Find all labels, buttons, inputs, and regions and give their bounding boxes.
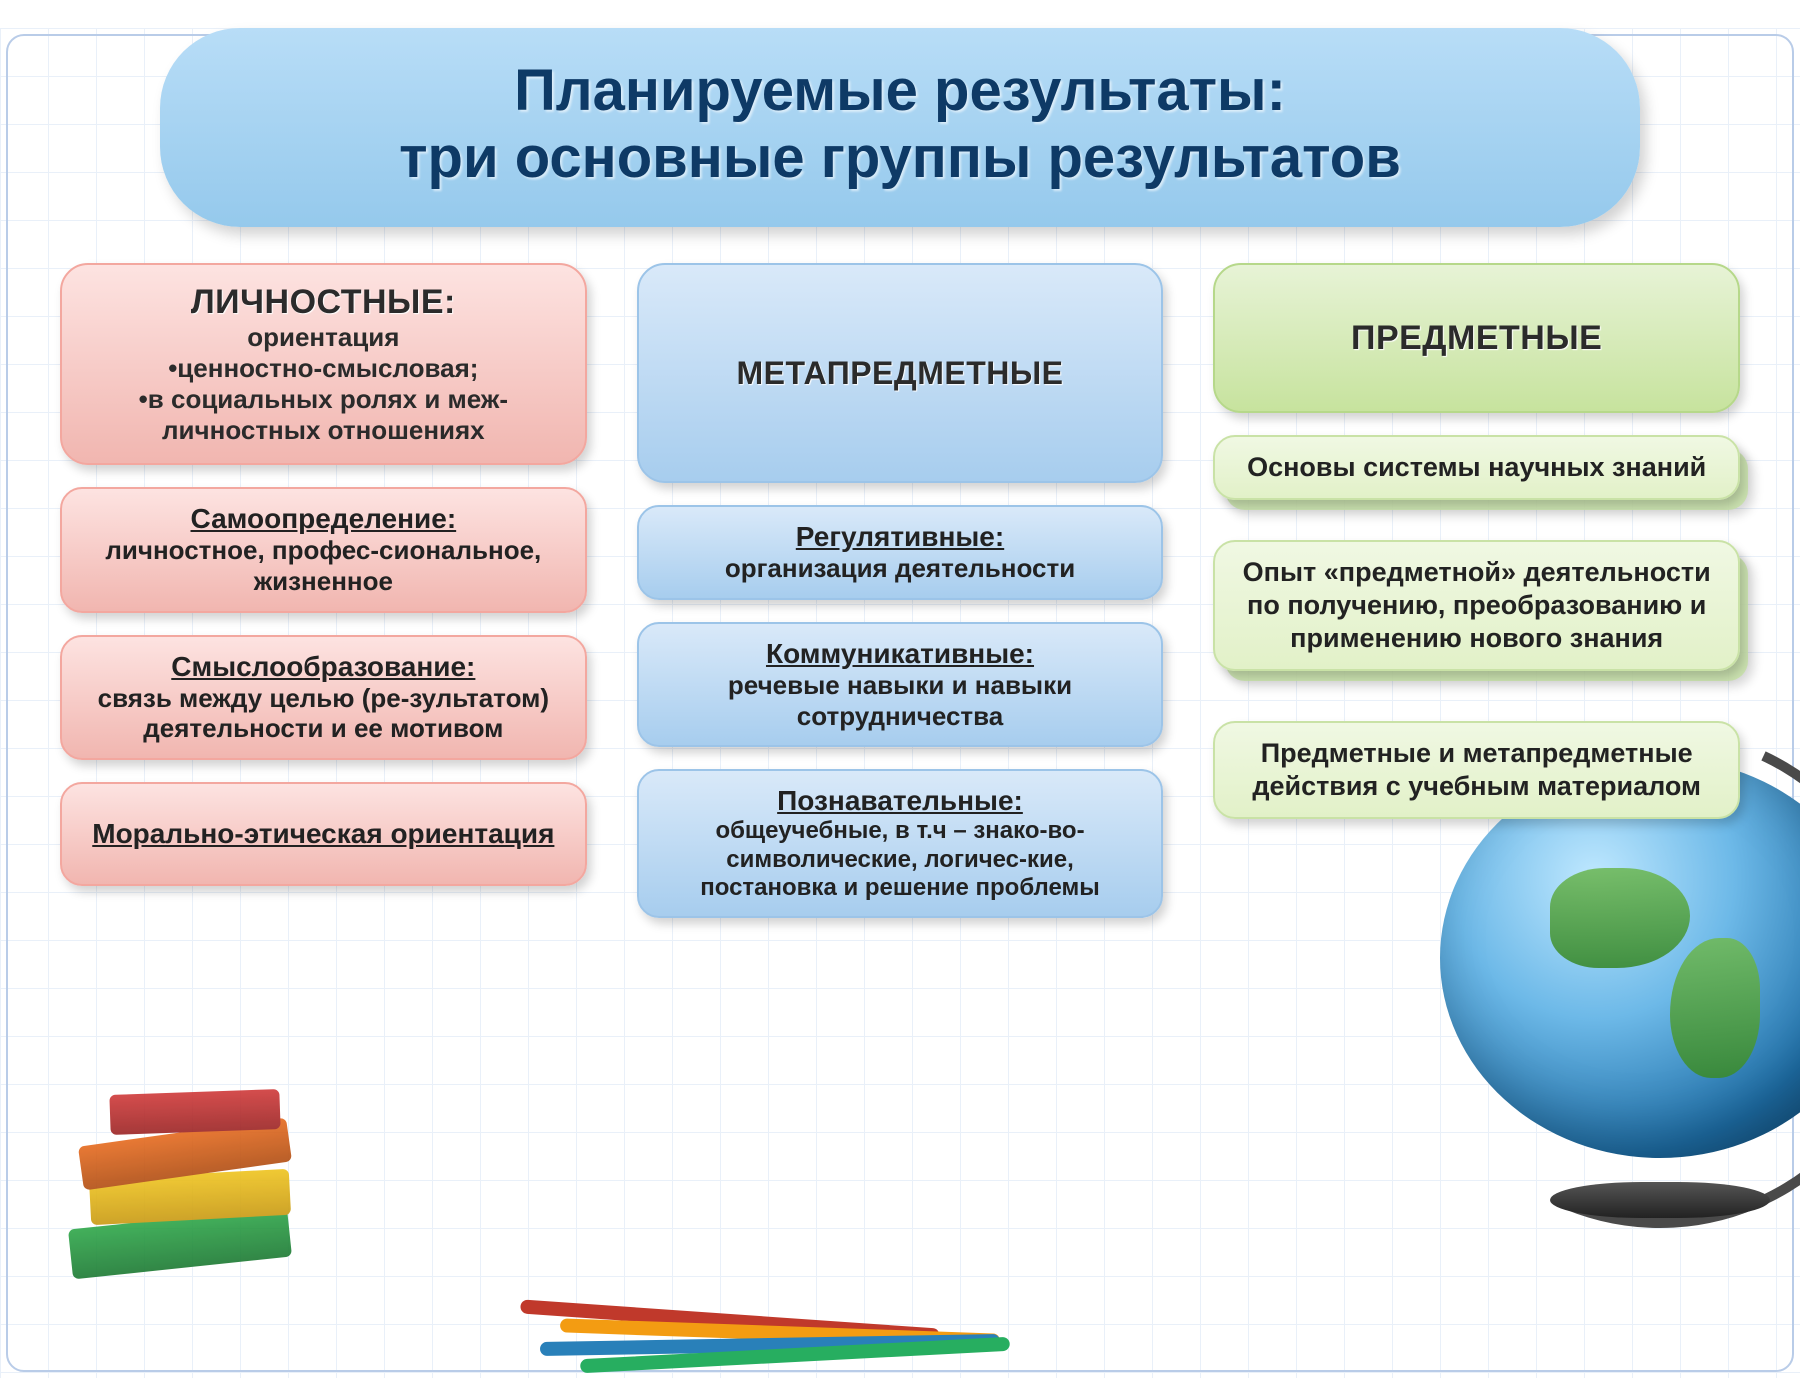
meta-header-title: МЕТАПРЕДМЕТНЫЕ (663, 355, 1138, 392)
meta-item-3-text: общеучебные, в т.ч – знако-во-символичес… (661, 817, 1140, 902)
column-subject: ПРЕДМЕТНЫЕ Основы системы научных знаний… (1213, 263, 1740, 918)
personal-item-3: Морально-этическая ориентация (60, 782, 587, 886)
meta-item-1-title: Регулятивные: (661, 521, 1140, 553)
personal-header-subtitle: ориентация (86, 322, 561, 353)
subject-item-1: Основы системы научных знаний (1213, 435, 1740, 500)
meta-item-2-text: речевые навыки и навыки сотрудничества (661, 670, 1140, 731)
subject-item-3-text: Предметные и метапредметные действия с у… (1237, 737, 1716, 803)
personal-item-1-text: личностное, профес-сиональное, жизненное (84, 535, 563, 596)
subject-item-1-text: Основы системы научных знаний (1237, 451, 1716, 484)
subject-header-title: ПРЕДМЕТНЫЕ (1239, 319, 1714, 358)
slide-title: Планируемые результаты: три основные гру… (160, 28, 1640, 227)
meta-item-2-title: Коммуникативные: (661, 638, 1140, 670)
title-line2: три основные группы результатов (220, 125, 1580, 192)
column-meta: МЕТАПРЕДМЕТНЫЕ Регулятивные: организация… (637, 263, 1164, 918)
meta-item-1-text: организация деятельности (661, 553, 1140, 584)
personal-bullet-1: •ценностно-смысловая; (86, 353, 561, 384)
column-personal: ЛИЧНОСТНЫЕ: ориентация •ценностно-смысло… (60, 263, 587, 918)
title-line1: Планируемые результаты: (220, 58, 1580, 125)
personal-item-1-title: Самоопределение: (84, 503, 563, 535)
personal-header-card: ЛИЧНОСТНЫЕ: ориентация •ценностно-смысло… (60, 263, 587, 465)
personal-bullet-2: •в социальных ролях и меж-личностных отн… (86, 384, 561, 445)
personal-item-2-text: связь между целью (ре-зультатом) деятель… (84, 683, 563, 744)
meta-item-3: Познавательные: общеучебные, в т.ч – зна… (637, 769, 1164, 918)
meta-item-1: Регулятивные: организация деятельности (637, 505, 1164, 600)
columns-row: ЛИЧНОСТНЫЕ: ориентация •ценностно-смысло… (0, 227, 1800, 918)
subject-item-3: Предметные и метапредметные действия с у… (1213, 721, 1740, 819)
meta-header-card: МЕТАПРЕДМЕТНЫЕ (637, 263, 1164, 483)
subject-item-2: Опыт «предметной» деятельности по получе… (1213, 540, 1740, 671)
personal-item-2-title: Смыслообразование: (84, 651, 563, 683)
personal-item-3-title: Морально-этическая ориентация (84, 818, 563, 850)
subject-item-2-text: Опыт «предметной» деятельности по получе… (1237, 556, 1716, 655)
personal-header-title: ЛИЧНОСТНЫЕ: (86, 283, 561, 322)
personal-item-2: Смыслообразование: связь между целью (ре… (60, 635, 587, 760)
meta-item-3-title: Познавательные: (661, 785, 1140, 817)
meta-item-2: Коммуникативные: речевые навыки и навыки… (637, 622, 1164, 747)
personal-item-1: Самоопределение: личностное, профес-сион… (60, 487, 587, 612)
subject-header-card: ПРЕДМЕТНЫЕ (1213, 263, 1740, 413)
